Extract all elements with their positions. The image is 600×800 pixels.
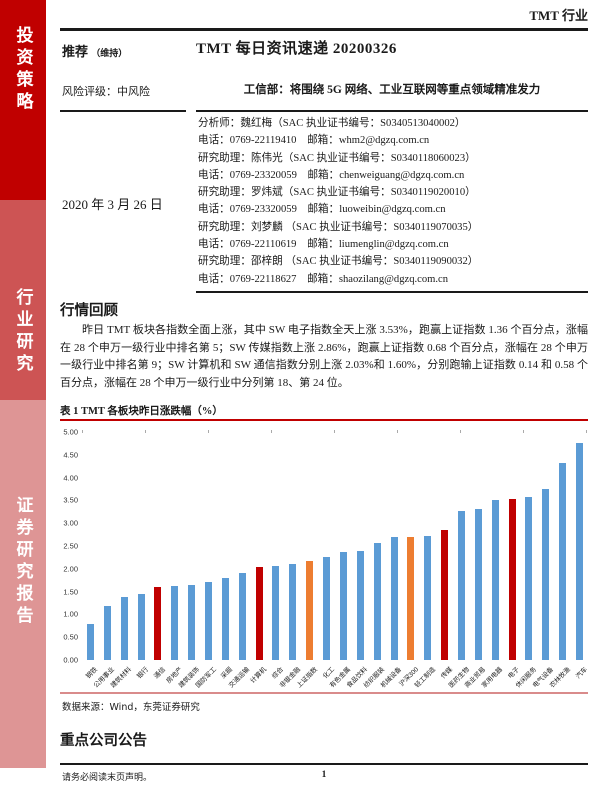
- bar-纺织服装: [373, 543, 381, 660]
- chart-plot-area: [82, 432, 588, 660]
- bar-医药生物: [458, 510, 465, 660]
- page-number: 1: [321, 770, 327, 780]
- doc-type-header: TMT 行业: [529, 8, 588, 23]
- analyst-top-rule: [196, 110, 588, 112]
- footer-disclaimer: 请务必阅读末页声明。: [62, 772, 153, 782]
- rating-status: （维持）: [91, 48, 128, 58]
- report-date: 2020 年 3 月 26 日: [62, 197, 163, 212]
- y-axis-tick-label: 1.50: [63, 587, 78, 597]
- bar-国防军工: [205, 581, 212, 660]
- analyst-contact-line: 研究助理：刘梦麟 （SAC 执业证书编号：S0340119070035）: [198, 221, 479, 233]
- y-axis-tick-label: 5.00: [63, 427, 78, 437]
- y-axis-tick-label: 4.00: [63, 473, 78, 483]
- y-axis-tick-label: 4.50: [63, 450, 78, 460]
- y-axis-tick-label: 3.00: [63, 518, 78, 528]
- market-review-paragraph: 昨日 TMT 板块各指数全面上涨，其中 SW 电子指数全天上涨 3.53%，跑赢…: [60, 324, 588, 389]
- rating: 推荐 （维持）: [62, 41, 127, 60]
- bar-建筑材料: [120, 597, 128, 660]
- analyst-contact-line: 电话：0769-23320059 邮箱：luoweibin@dgzq.com.c…: [198, 204, 446, 216]
- analyst-contact-line: 电话：0769-22119410 邮箱：whm2@dgzq.com.cn: [198, 135, 430, 147]
- sidebar-block-industry: 行业研究: [0, 200, 46, 400]
- y-axis-tick-label: 0.00: [63, 655, 78, 665]
- sidebar-label-securities-research-report: 证券研究报告: [13, 496, 33, 628]
- analyst-contact-line: 研究助理：陈伟光（SAC 执业证书编号：S0340118060023）: [198, 152, 476, 164]
- bar-电气设备: [542, 489, 550, 660]
- chart-source: 数据来源：Wind，东莞证券研究: [62, 702, 200, 713]
- risk-rating: 风险评级：中风险: [62, 86, 150, 98]
- headline: 工信部：将围绕 5G 网络、工业互联网等重点领域精准发力: [243, 84, 541, 96]
- analyst-contact-line: 电话：0769-22118627 邮箱：shaozilang@dgzq.com.…: [198, 273, 449, 285]
- analyst-contact-list: 分析师：魏红梅（SAC 执业证书编号：S0340513040002） 电话：076…: [198, 115, 588, 288]
- chart-top-ticks: [82, 430, 588, 433]
- bar-机械设备: [390, 537, 398, 660]
- bar-非银金融: [289, 563, 297, 660]
- y-axis-tick-label: 3.50: [63, 495, 78, 505]
- bar-沪深300: [407, 536, 415, 660]
- bar-银行: [137, 593, 145, 660]
- sidebar-label-investment-strategy: 投资策略: [13, 26, 33, 114]
- bar-通信: [154, 587, 162, 660]
- bar-公用事业: [103, 606, 111, 660]
- section-heading-market-review: 行情回顾: [60, 303, 118, 319]
- x-axis-label: 计算机: [249, 666, 269, 685]
- bar-交通运输: [238, 572, 246, 660]
- bar-建筑装饰: [188, 584, 196, 660]
- analyst-contact-line: 电话：0769-23320059 邮箱：chenweiguang@dgzq.co…: [198, 169, 465, 181]
- rating-label: 推荐: [62, 44, 89, 59]
- section-heading-announcements: 重点公司公告: [60, 733, 147, 749]
- bar-房地产: [171, 586, 179, 660]
- bar-采掘: [221, 578, 229, 660]
- analyst-contact-line: 电话：0769-22110619 邮箱：liumenglin@dgzq.com.…: [198, 239, 449, 251]
- chart-bottom-rule: [60, 692, 588, 694]
- bar-电子: [508, 499, 516, 660]
- bar-化工: [323, 556, 331, 660]
- bar-综合: [272, 565, 280, 660]
- x-axis-label: 银行: [135, 666, 151, 681]
- bar-家用电器: [491, 499, 499, 660]
- analyst-contact-line: 研究助理：罗炜斌（SAC 执业证书编号：S0340119020010）: [198, 187, 476, 199]
- sidebar-block-securities: 证券研究报告: [0, 400, 46, 768]
- header-rule: [60, 28, 588, 31]
- bar-食品饮料: [356, 550, 364, 660]
- report-title: TMT 每日资讯速递 20200326: [196, 41, 397, 57]
- bar-汽车: [576, 443, 584, 660]
- analyst-contact-line: 分析师：魏红梅（SAC 执业证书编号：S0340513040002）: [198, 118, 466, 129]
- chart-title-rule: [60, 419, 588, 421]
- y-axis-tick-label: 2.50: [63, 541, 78, 551]
- bar-休闲服务: [525, 496, 533, 660]
- sidebar-block-strategy: 投资策略: [0, 0, 46, 200]
- bar-chart: 5.00 4.50 4.00 3.50 3.00 2.50 2.00 1.50 1.00 0.50…: [60, 425, 588, 693]
- left-column-rule: [60, 110, 186, 112]
- x-axis-label: 汽车: [574, 666, 589, 681]
- y-axis-tick-label: 2.00: [63, 564, 78, 574]
- analyst-contact-line: 研究助理：邵梓朗 （SAC 执业证书编号：S0340119090032）: [198, 256, 479, 268]
- bar-农林牧渔: [559, 462, 567, 660]
- footer-rule: [60, 763, 588, 765]
- bar-有色金属: [339, 552, 347, 660]
- analyst-bottom-rule: [196, 291, 588, 293]
- bar-商业贸易: [474, 509, 482, 660]
- chart-title: 表 1 TMT 各板块昨日涨跌幅（%）: [60, 406, 223, 417]
- bar-计算机: [255, 567, 263, 660]
- y-axis-tick-label: 1.00: [63, 609, 78, 619]
- bar-轻工制造: [424, 535, 432, 660]
- y-axis-tick-label: 0.50: [63, 632, 78, 642]
- sidebar-label-industry-research: 行业研究: [13, 288, 33, 376]
- bar-钢铁: [86, 623, 94, 660]
- bar-上证指数: [306, 561, 314, 660]
- bar-传媒: [441, 529, 449, 660]
